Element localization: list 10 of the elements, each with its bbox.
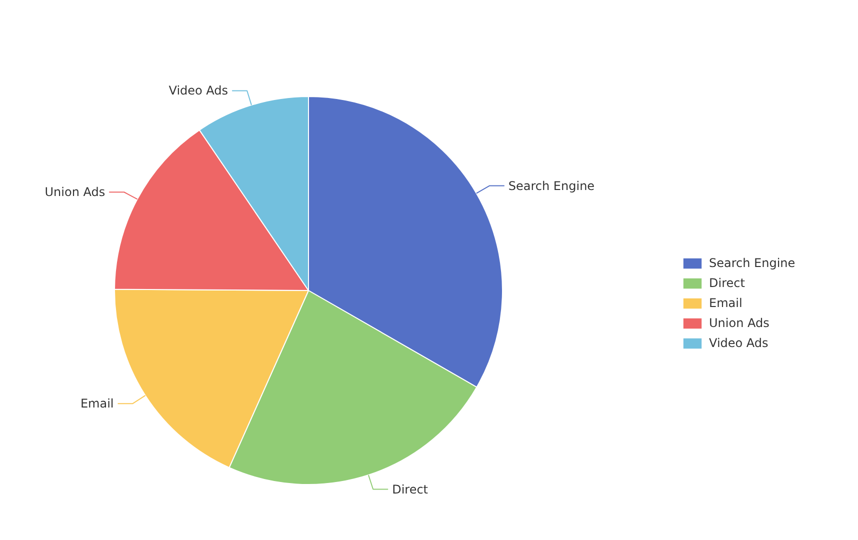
legend-label: Search Engine [709, 256, 796, 270]
legend-label: Email [709, 296, 742, 310]
legend-label: Union Ads [709, 316, 770, 330]
legend-label: Video Ads [709, 336, 768, 350]
slice-label: Direct [392, 482, 428, 496]
slice-label: Search Engine [508, 178, 595, 193]
legend-label: Direct [709, 276, 745, 290]
slice-label: Union Ads [44, 185, 106, 200]
slice-label: Email [80, 396, 114, 411]
slice-label: Video Ads [168, 84, 228, 98]
